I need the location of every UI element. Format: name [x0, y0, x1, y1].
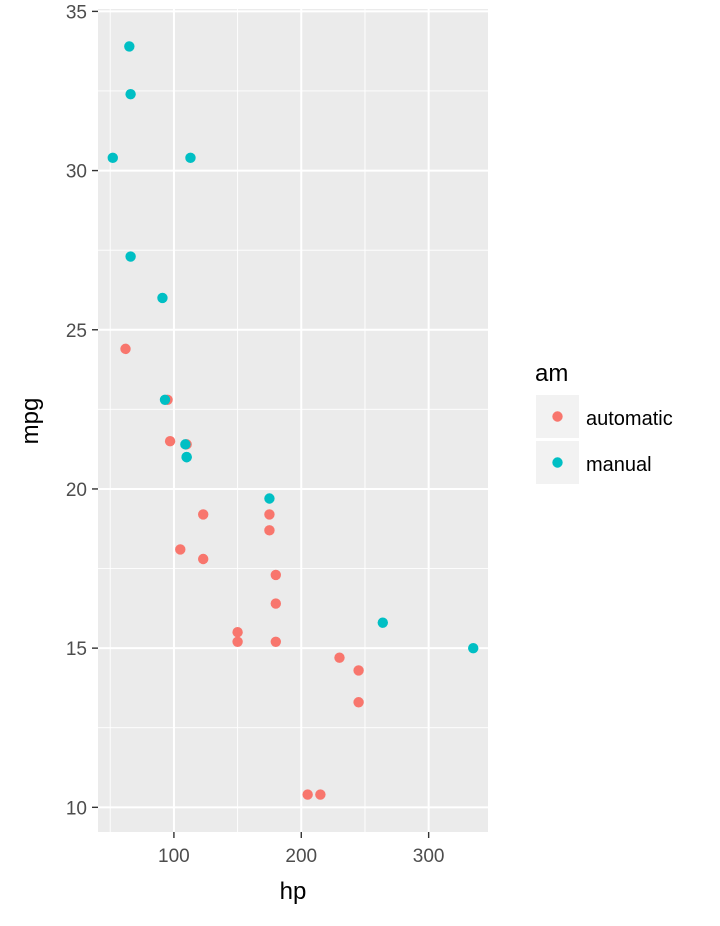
legend-title: am	[535, 360, 568, 387]
data-point-automatic	[270, 598, 282, 609]
legend-label-automatic: automatic	[586, 408, 673, 430]
data-point-manual	[377, 617, 388, 628]
data-point-automatic	[302, 789, 313, 800]
data-point-automatic	[164, 435, 176, 447]
data-point-manual	[468, 642, 479, 654]
data-point-manual	[264, 493, 275, 504]
y-tick-label: 35	[66, 2, 87, 23]
data-point-manual	[125, 88, 136, 100]
x-axis: 100 200 300	[158, 832, 444, 867]
data-point-automatic	[175, 544, 186, 555]
x-tick-label: 200	[285, 846, 317, 867]
data-point-automatic	[232, 627, 243, 638]
y-tick-label: 20	[66, 480, 87, 501]
data-point-manual	[107, 152, 118, 164]
minor-gridlines	[98, 9, 488, 832]
data-point-manual	[124, 41, 135, 52]
data-point-automatic	[232, 636, 243, 647]
data-point-automatic	[120, 343, 131, 355]
y-tick-label: 15	[66, 639, 87, 660]
x-tick-label: 300	[413, 846, 445, 867]
x-axis-label: hp	[280, 878, 307, 905]
data-point-automatic	[353, 665, 364, 676]
legend-marker-automatic	[552, 411, 563, 422]
data-point-manual	[180, 439, 191, 450]
data-point-manual	[159, 394, 171, 406]
y-axis-label: mpg	[17, 398, 44, 445]
data-point-automatic	[270, 569, 282, 581]
panel-background	[98, 9, 488, 832]
data-point-automatic	[198, 509, 209, 520]
y-axis: 10 15 20 25 30 35	[66, 2, 98, 819]
data-point-automatic	[270, 636, 282, 647]
data-point-automatic	[264, 509, 275, 520]
y-tick-label: 30	[66, 162, 87, 183]
data-point-automatic	[315, 789, 326, 800]
data-points	[107, 41, 479, 800]
data-point-automatic	[353, 697, 364, 708]
data-point-automatic	[334, 652, 345, 663]
data-point-manual	[181, 451, 192, 463]
legend-label-manual: manual	[586, 454, 652, 476]
major-gridlines	[98, 9, 488, 832]
data-point-manual	[185, 152, 196, 164]
legend-marker-manual	[552, 457, 563, 468]
data-point-automatic	[198, 553, 209, 565]
y-tick-label: 10	[66, 798, 87, 819]
legend: am automatic manual	[535, 360, 673, 484]
data-point-automatic	[264, 525, 275, 536]
x-tick-label: 100	[158, 846, 190, 867]
y-tick-label: 25	[66, 321, 87, 342]
data-point-manual	[125, 251, 136, 262]
data-point-manual	[157, 292, 168, 304]
